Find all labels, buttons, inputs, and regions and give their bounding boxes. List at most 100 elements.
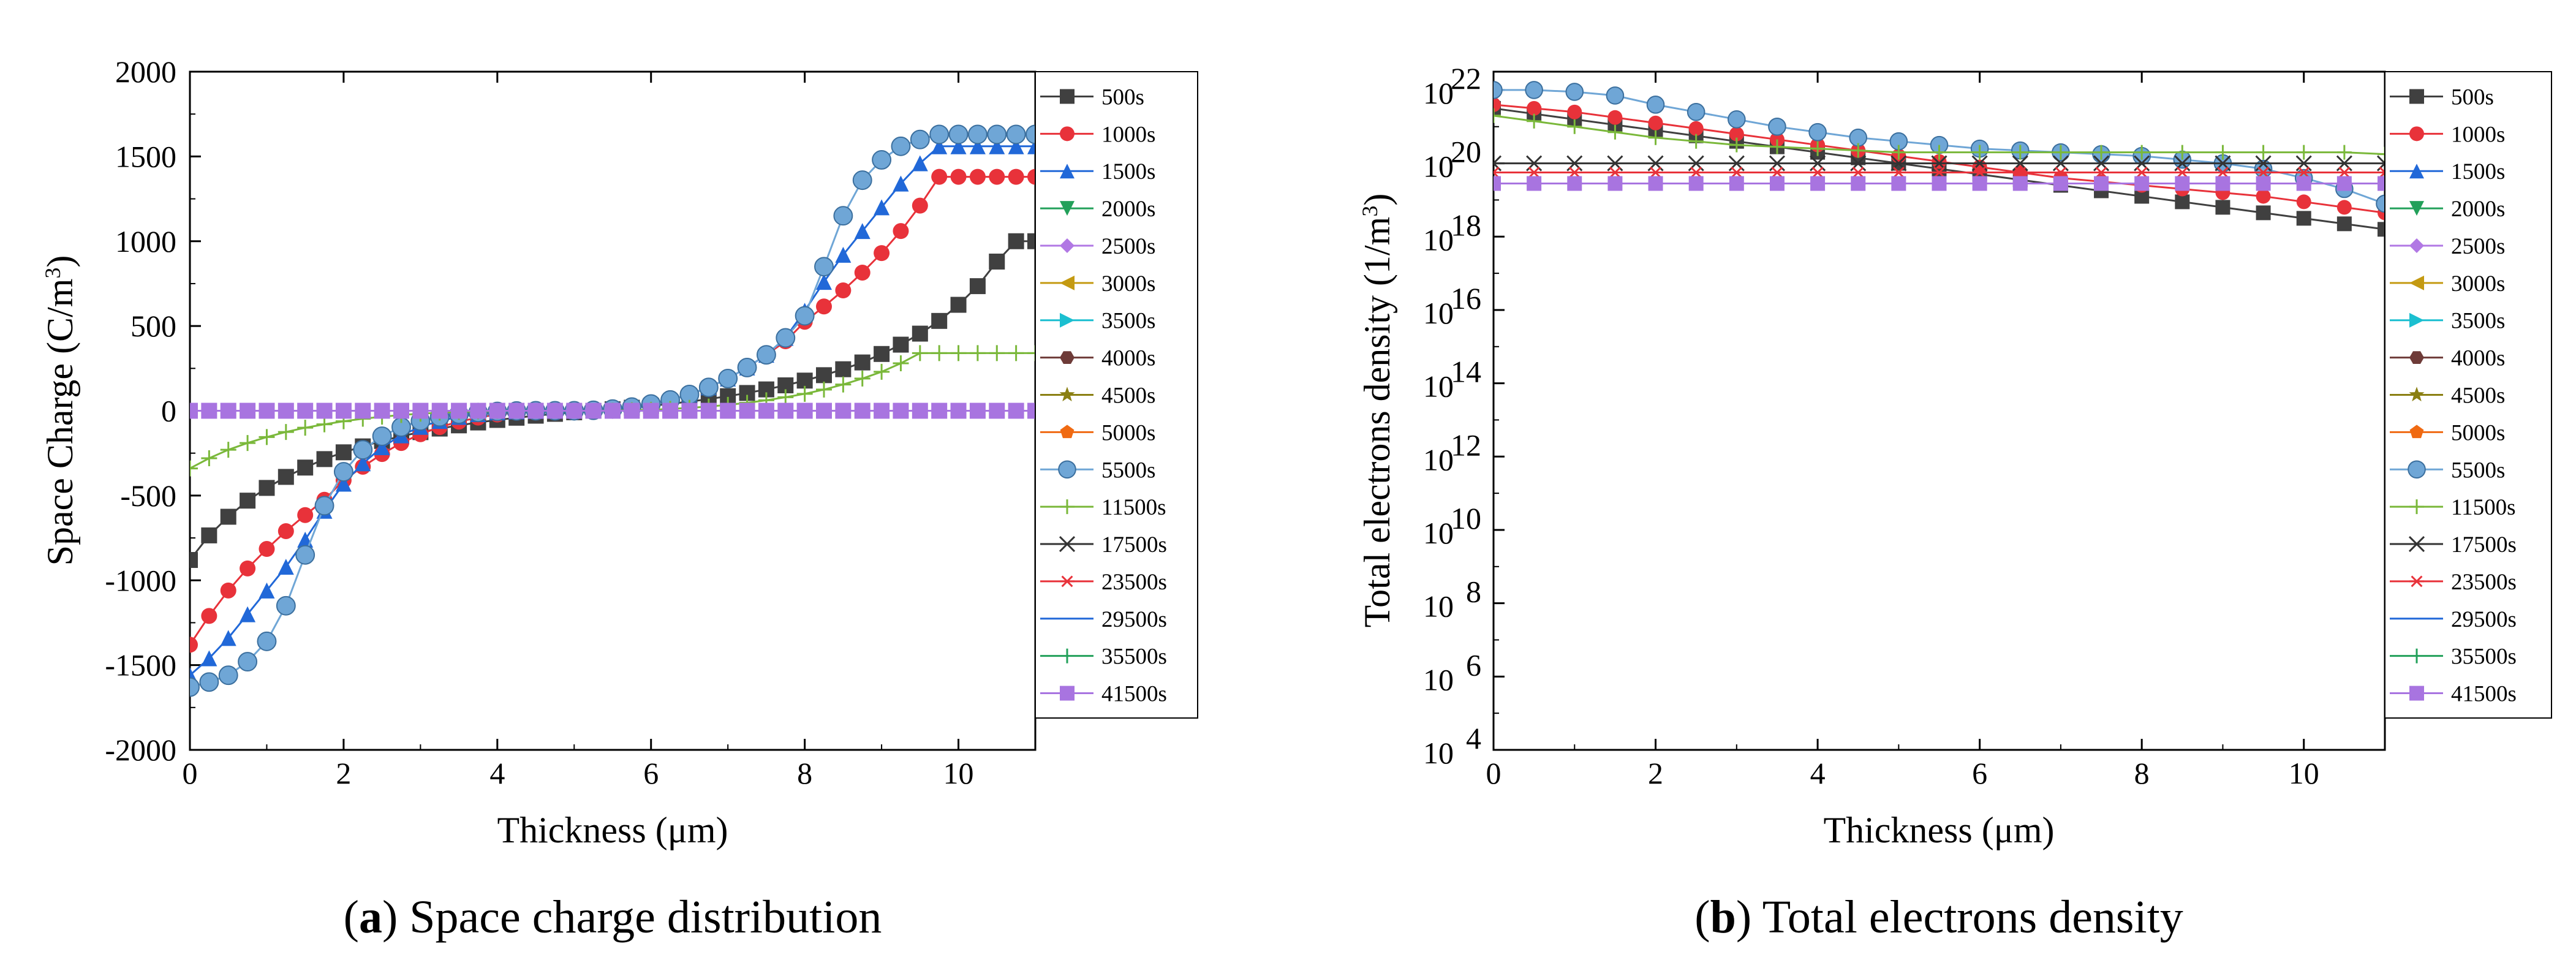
legend-label: 11500s bbox=[2451, 495, 2516, 520]
series-b-23500s bbox=[1494, 167, 2385, 179]
data-point-a-500s bbox=[969, 278, 986, 295]
data-point-b-11500s bbox=[2012, 145, 2028, 160]
y-tick-exponent-b: 10 bbox=[1451, 501, 1481, 535]
data-point-a-1500s bbox=[355, 455, 371, 472]
legend-item-4500s: 4500s bbox=[2390, 384, 2505, 409]
legend-label: 35500s bbox=[1101, 644, 1167, 670]
data-point-a-5500s bbox=[967, 124, 988, 145]
data-point-a-41500s bbox=[201, 403, 217, 419]
data-point-a-1000s bbox=[240, 560, 256, 576]
data-point-b-41500s bbox=[1769, 176, 1785, 191]
data-point-a-1500s bbox=[969, 138, 986, 154]
legend-label: 2000s bbox=[2451, 197, 2505, 222]
data-point-b-23500s bbox=[1972, 167, 1987, 179]
legend-item-5000s: 5000s bbox=[1040, 420, 1155, 445]
data-point-b-41500s bbox=[2134, 176, 2150, 191]
data-point-a-41500s bbox=[546, 403, 563, 419]
data-point-a-11500s bbox=[278, 424, 294, 440]
data-point-b-41500s bbox=[2256, 176, 2271, 191]
y-tick-exponent-b: 18 bbox=[1451, 208, 1481, 242]
data-point-a-5500s bbox=[756, 345, 776, 365]
data-point-a-1500s bbox=[278, 559, 294, 575]
data-point-a-1000s bbox=[1027, 168, 1035, 185]
data-point-a-5500s bbox=[190, 677, 200, 697]
data-point-a-1500s bbox=[835, 246, 852, 263]
data-point-b-41500s bbox=[1729, 176, 1744, 191]
data-point-b-41500s bbox=[2012, 176, 2028, 191]
legend-label: 17500s bbox=[2451, 532, 2517, 558]
data-point-b-1000s bbox=[1567, 104, 1582, 119]
data-point-b-5500s bbox=[1686, 103, 1705, 121]
data-point-b-11500s bbox=[2256, 145, 2271, 160]
y-tick-label-a: -1000 bbox=[105, 563, 176, 597]
legend-label: 5000s bbox=[1101, 420, 1155, 445]
data-point-a-41500s bbox=[931, 403, 948, 419]
legend-marker-2500s bbox=[2409, 238, 2424, 253]
legend-item-2500s: 2500s bbox=[1040, 234, 1155, 259]
caption-b-text: Total electrons density bbox=[1762, 891, 2183, 943]
caption-b-letter: b bbox=[1710, 891, 1736, 943]
data-point-a-41500s bbox=[489, 403, 505, 419]
x-tick-label-b: 8 bbox=[2134, 756, 2150, 790]
legend-item-2500s: 2500s bbox=[2390, 234, 2505, 259]
data-point-a-11500s bbox=[1008, 345, 1024, 361]
legend-label: 2500s bbox=[1101, 234, 1155, 259]
legend-item-3500s: 3500s bbox=[2390, 309, 2505, 334]
legend-item-2000s: 2000s bbox=[2390, 197, 2505, 222]
data-point-a-1000s bbox=[950, 168, 967, 185]
data-point-a-5500s bbox=[718, 368, 738, 388]
data-point-a-11500s bbox=[893, 355, 909, 372]
data-point-b-1000s bbox=[1607, 110, 1623, 125]
data-point-a-1500s bbox=[1008, 138, 1024, 154]
x-axis-label-a: Thickness (μm) bbox=[497, 810, 728, 850]
data-point-a-5500s bbox=[795, 306, 815, 326]
y-tick-exponent-b: 8 bbox=[1466, 575, 1481, 609]
data-point-a-11500s bbox=[816, 381, 832, 398]
data-point-a-11500s bbox=[1027, 345, 1035, 361]
data-point-a-1000s bbox=[816, 298, 832, 315]
data-point-a-500s bbox=[335, 444, 352, 461]
data-point-b-41500s bbox=[1494, 176, 1501, 191]
data-point-a-500s bbox=[190, 552, 198, 569]
legend-marker-41500s bbox=[2409, 686, 2424, 701]
legend-item-35500s: 35500s bbox=[1040, 644, 1167, 670]
data-point-b-23500s bbox=[2094, 167, 2109, 179]
legend-marker-500s bbox=[2409, 89, 2424, 104]
legend-b: 500s 1000s 1500s 2000s 2500s 3000s 3500s 4000s 4… bbox=[2384, 71, 2552, 719]
data-point-a-41500s bbox=[700, 403, 717, 419]
data-point-b-1000s bbox=[1527, 100, 1542, 116]
data-point-b-23500s bbox=[1729, 167, 1744, 179]
data-point-b-23500s bbox=[2336, 167, 2352, 179]
data-point-b-11500s bbox=[1527, 113, 1542, 129]
data-point-a-1000s bbox=[989, 168, 1005, 185]
y-tick-exponent-b: 12 bbox=[1451, 428, 1481, 462]
legend-item-23500s: 23500s bbox=[2390, 570, 2517, 595]
legend-marker-3500s bbox=[1060, 312, 1075, 328]
data-point-a-41500s bbox=[190, 403, 198, 419]
data-point-a-1000s bbox=[931, 168, 948, 185]
data-point-a-41500s bbox=[796, 403, 813, 419]
data-point-b-41500s bbox=[1567, 176, 1582, 191]
data-point-a-500s bbox=[989, 253, 1005, 270]
y-tick-label-a: -1500 bbox=[105, 648, 176, 682]
data-point-a-5500s bbox=[910, 129, 930, 149]
y-tick-label-b: 10 bbox=[1423, 736, 1454, 770]
data-point-b-11500s bbox=[1688, 134, 1704, 149]
legend-marker-5500s bbox=[2408, 460, 2426, 479]
legend-label: 3000s bbox=[1101, 271, 1155, 297]
legend-marker-4000s bbox=[2409, 351, 2424, 365]
legend-label: 2500s bbox=[2451, 234, 2505, 259]
x-tick-label-a: 8 bbox=[797, 756, 812, 790]
x-tick-label-a: 0 bbox=[183, 756, 198, 790]
data-point-a-41500s bbox=[316, 403, 333, 419]
data-point-a-11500s bbox=[989, 345, 1005, 361]
y-tick-label-a: 0 bbox=[161, 394, 176, 428]
data-point-a-1000s bbox=[297, 507, 314, 523]
data-point-a-41500s bbox=[527, 403, 544, 419]
legend-label: 1500s bbox=[1101, 159, 1155, 184]
data-point-b-1000s bbox=[1729, 126, 1744, 142]
legend-item-29500s: 29500s bbox=[2390, 607, 2517, 632]
data-point-a-41500s bbox=[431, 403, 448, 419]
legend-label: 5500s bbox=[2451, 458, 2505, 483]
